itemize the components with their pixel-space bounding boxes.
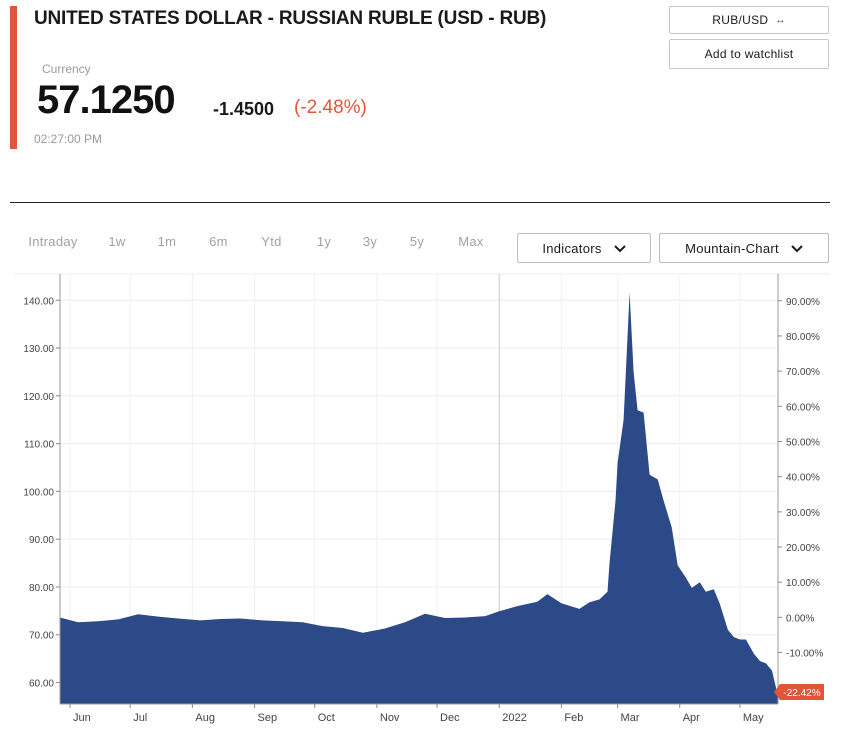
section-divider [10, 202, 830, 203]
tab-max[interactable]: Max [458, 234, 484, 249]
y2-tick-label: 50.00% [786, 437, 820, 448]
x-tick-label: Jun [73, 712, 91, 724]
y2-tick-label: 0.00% [786, 613, 814, 624]
x-axis: Jun Jul Aug Sep Oct Nov Dec 2022 Feb Mar Apr May [60, 703, 778, 724]
instrument-type: Currency [42, 62, 91, 76]
pair-toggle-label: RUB/USD [712, 13, 769, 27]
range-tabs: Intraday 1w 1m 6m Ytd 1y 3y 5y Max [14, 226, 501, 264]
price-chart[interactable]: 140.00 130.00 120.00 110.00 100.00 90.00 80.00… [0, 270, 851, 741]
indicators-label: Indicators [542, 240, 602, 256]
tab-ytd[interactable]: Ytd [261, 234, 282, 249]
tab-3y[interactable]: 3y [362, 234, 378, 249]
y-tick-label: 110.00 [24, 440, 54, 451]
y2-tick-label: -10.00% [786, 649, 823, 660]
y-tick-label: 130.00 [23, 344, 54, 355]
tab-1m[interactable]: 1m [157, 234, 177, 249]
watchlist-label: Add to watchlist [704, 47, 794, 61]
swap-arrows-icon: ↔ [775, 14, 786, 26]
indicators-dropdown[interactable]: Indicators [517, 233, 651, 263]
x-tick-label: 2022 [502, 712, 526, 724]
quote-time: 02:27:00 PM [34, 132, 103, 146]
x-tick-label: Aug [195, 712, 215, 724]
y-tick-label: 140.00 [23, 296, 54, 307]
y2-tick-label: 10.00% [786, 578, 820, 589]
y2-tick-label: 60.00% [786, 402, 820, 413]
x-tick-label: Nov [380, 712, 400, 724]
x-tick-label: Jul [133, 712, 147, 724]
y2-tick-label: 40.00% [786, 473, 820, 484]
y-tick-label: 90.00 [29, 535, 54, 546]
current-change-badge-bg [774, 684, 824, 700]
chevron-down-icon [791, 241, 803, 256]
tab-intraday[interactable]: Intraday [28, 234, 78, 249]
chevron-down-icon [613, 241, 626, 256]
y-tick-label: 120.00 [23, 392, 54, 403]
y-tick-label: 80.00 [29, 583, 54, 594]
x-tick-label: Mar [621, 712, 640, 724]
x-tick-label: Dec [440, 712, 460, 724]
tab-6m[interactable]: 6m [209, 234, 228, 249]
x-tick-label: Apr [683, 712, 700, 724]
y2-tick-label: 20.00% [786, 543, 820, 554]
y-tick-label: 70.00 [29, 631, 54, 642]
y2-tick-label: 70.00% [786, 367, 820, 378]
price-change: -1.4500 [213, 99, 275, 119]
tab-1y[interactable]: 1y [316, 234, 332, 249]
y2-tick-label: 90.00% [786, 297, 820, 308]
y-tick-label: 60.00 [29, 679, 54, 690]
x-tick-label: Sep [258, 712, 278, 724]
y-axis-right: 90.00% 80.00% 70.00% 60.00% 50.00% 40.00% 30.0… [777, 274, 823, 704]
current-change-marker: -22.42% [774, 684, 824, 700]
page-title: UNITED STATES DOLLAR - RUSSIAN RUBLE (US… [34, 8, 547, 29]
y2-tick-label: 30.00% [786, 508, 820, 519]
x-tick-label: Feb [564, 712, 583, 724]
accent-bar [10, 6, 17, 149]
pair-toggle-button[interactable]: RUB/USD ↔ [669, 6, 829, 34]
add-to-watchlist-button[interactable]: Add to watchlist [669, 39, 829, 69]
price-change-percent: (-2.48%) [294, 97, 367, 118]
x-tick-label: May [743, 712, 764, 724]
price-area [60, 292, 778, 704]
current-change-label: -22.42% [783, 688, 820, 699]
y2-tick-label: 80.00% [786, 332, 820, 343]
tab-5y[interactable]: 5y [409, 234, 425, 249]
tab-1w[interactable]: 1w [108, 234, 126, 249]
chart-type-label: Mountain-Chart [685, 240, 779, 256]
y-axis-left: 140.00 130.00 120.00 110.00 100.00 90.00 80.00… [23, 274, 61, 704]
x-tick-label: Oct [318, 712, 335, 724]
last-price: 57.1250 [37, 78, 176, 122]
y-tick-label: 100.00 [23, 487, 54, 498]
current-change-badge: -22.42% [774, 684, 824, 700]
chart-type-dropdown[interactable]: Mountain-Chart [659, 233, 829, 263]
